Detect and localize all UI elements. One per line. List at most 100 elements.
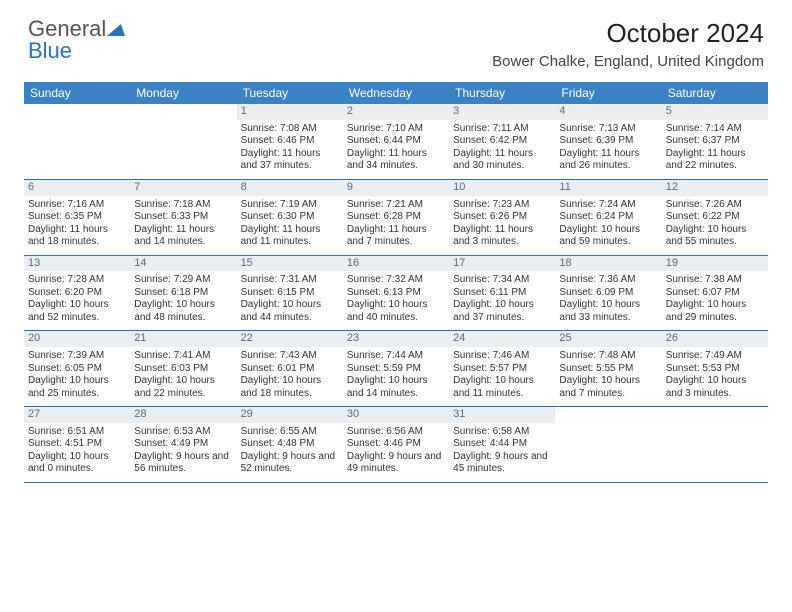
sunset-text: Sunset: 6:15 PM — [241, 287, 339, 300]
day-number: 1 — [237, 104, 343, 120]
calendar-body: 1Sunrise: 7:08 AMSunset: 6:46 PMDaylight… — [24, 104, 768, 483]
day-cell: 6Sunrise: 7:16 AMSunset: 6:35 PMDaylight… — [24, 180, 130, 255]
daylight-text: Daylight: 11 hours and 18 minutes. — [28, 224, 126, 249]
daylight-text: Daylight: 10 hours and 40 minutes. — [347, 299, 445, 324]
sunset-text: Sunset: 5:55 PM — [559, 363, 657, 376]
day-number: 19 — [662, 256, 768, 272]
sunset-text: Sunset: 6:01 PM — [241, 363, 339, 376]
daylight-text: Daylight: 10 hours and 18 minutes. — [241, 375, 339, 400]
day-number: 26 — [662, 331, 768, 347]
sunrise-text: Sunrise: 7:19 AM — [241, 199, 339, 212]
daylight-text: Daylight: 11 hours and 7 minutes. — [347, 224, 445, 249]
day-label: Saturday — [662, 82, 768, 104]
title-block: October 2024 Bower Chalke, England, Unit… — [492, 18, 764, 70]
sunset-text: Sunset: 6:05 PM — [28, 363, 126, 376]
day-cell: 21Sunrise: 7:41 AMSunset: 6:03 PMDayligh… — [130, 331, 236, 406]
daylight-text: Daylight: 10 hours and 33 minutes. — [559, 299, 657, 324]
day-number: 28 — [130, 407, 236, 423]
sunrise-text: Sunrise: 7:44 AM — [347, 350, 445, 363]
sunrise-text: Sunrise: 7:11 AM — [453, 123, 551, 136]
day-number: 21 — [130, 331, 236, 347]
daylight-text: Daylight: 11 hours and 11 minutes. — [241, 224, 339, 249]
daylight-text: Daylight: 10 hours and 59 minutes. — [559, 224, 657, 249]
day-number: 2 — [343, 104, 449, 120]
daylight-text: Daylight: 10 hours and 14 minutes. — [347, 375, 445, 400]
day-cell: 2Sunrise: 7:10 AMSunset: 6:44 PMDaylight… — [343, 104, 449, 179]
calendar: Sunday Monday Tuesday Wednesday Thursday… — [24, 82, 768, 483]
daylight-text: Daylight: 11 hours and 37 minutes. — [241, 148, 339, 173]
week-row: 13Sunrise: 7:28 AMSunset: 6:20 PMDayligh… — [24, 256, 768, 332]
sunrise-text: Sunrise: 7:28 AM — [28, 274, 126, 287]
day-label: Wednesday — [343, 82, 449, 104]
daylight-text: Daylight: 10 hours and 55 minutes. — [666, 224, 764, 249]
sunrise-text: Sunrise: 7:48 AM — [559, 350, 657, 363]
day-cell: 24Sunrise: 7:46 AMSunset: 5:57 PMDayligh… — [449, 331, 555, 406]
week-row: 1Sunrise: 7:08 AMSunset: 6:46 PMDaylight… — [24, 104, 768, 180]
sunrise-text: Sunrise: 7:31 AM — [241, 274, 339, 287]
sunrise-text: Sunrise: 7:34 AM — [453, 274, 551, 287]
day-number: 20 — [24, 331, 130, 347]
day-header-row: Sunday Monday Tuesday Wednesday Thursday… — [24, 82, 768, 104]
day-cell — [130, 104, 236, 179]
day-number: 9 — [343, 180, 449, 196]
page-title: October 2024 — [492, 18, 764, 49]
sunset-text: Sunset: 6:42 PM — [453, 135, 551, 148]
day-cell: 28Sunrise: 6:53 AMSunset: 4:49 PMDayligh… — [130, 407, 236, 482]
day-number: 22 — [237, 331, 343, 347]
sunset-text: Sunset: 6:44 PM — [347, 135, 445, 148]
day-cell: 30Sunrise: 6:56 AMSunset: 4:46 PMDayligh… — [343, 407, 449, 482]
week-row: 27Sunrise: 6:51 AMSunset: 4:51 PMDayligh… — [24, 407, 768, 483]
daylight-text: Daylight: 11 hours and 30 minutes. — [453, 148, 551, 173]
sunrise-text: Sunrise: 7:13 AM — [559, 123, 657, 136]
daylight-text: Daylight: 10 hours and 48 minutes. — [134, 299, 232, 324]
daylight-text: Daylight: 9 hours and 52 minutes. — [241, 451, 339, 476]
day-number: 8 — [237, 180, 343, 196]
day-cell — [24, 104, 130, 179]
sunset-text: Sunset: 6:03 PM — [134, 363, 232, 376]
week-row: 20Sunrise: 7:39 AMSunset: 6:05 PMDayligh… — [24, 331, 768, 407]
day-number: 30 — [343, 407, 449, 423]
daylight-text: Daylight: 11 hours and 34 minutes. — [347, 148, 445, 173]
daylight-text: Daylight: 10 hours and 29 minutes. — [666, 299, 764, 324]
day-cell: 29Sunrise: 6:55 AMSunset: 4:48 PMDayligh… — [237, 407, 343, 482]
day-cell: 19Sunrise: 7:38 AMSunset: 6:07 PMDayligh… — [662, 256, 768, 331]
day-cell: 4Sunrise: 7:13 AMSunset: 6:39 PMDaylight… — [555, 104, 661, 179]
sunset-text: Sunset: 6:33 PM — [134, 211, 232, 224]
sunset-text: Sunset: 5:53 PM — [666, 363, 764, 376]
daylight-text: Daylight: 10 hours and 3 minutes. — [666, 375, 764, 400]
day-number: 24 — [449, 331, 555, 347]
daylight-text: Daylight: 10 hours and 52 minutes. — [28, 299, 126, 324]
sunset-text: Sunset: 6:28 PM — [347, 211, 445, 224]
sunset-text: Sunset: 6:46 PM — [241, 135, 339, 148]
sunset-text: Sunset: 6:11 PM — [453, 287, 551, 300]
daylight-text: Daylight: 10 hours and 44 minutes. — [241, 299, 339, 324]
day-cell: 1Sunrise: 7:08 AMSunset: 6:46 PMDaylight… — [237, 104, 343, 179]
sunset-text: Sunset: 6:18 PM — [134, 287, 232, 300]
day-number: 18 — [555, 256, 661, 272]
daylight-text: Daylight: 10 hours and 7 minutes. — [559, 375, 657, 400]
day-number: 29 — [237, 407, 343, 423]
sunrise-text: Sunrise: 7:26 AM — [666, 199, 764, 212]
sunset-text: Sunset: 6:20 PM — [28, 287, 126, 300]
day-cell — [662, 407, 768, 482]
sunset-text: Sunset: 6:37 PM — [666, 135, 764, 148]
sunrise-text: Sunrise: 7:43 AM — [241, 350, 339, 363]
daylight-text: Daylight: 10 hours and 0 minutes. — [28, 451, 126, 476]
day-number: 3 — [449, 104, 555, 120]
logo: GeneralBlue — [28, 18, 125, 62]
sunset-text: Sunset: 4:44 PM — [453, 438, 551, 451]
day-number: 11 — [555, 180, 661, 196]
sunrise-text: Sunrise: 7:49 AM — [666, 350, 764, 363]
sunrise-text: Sunrise: 6:58 AM — [453, 426, 551, 439]
day-number: 14 — [130, 256, 236, 272]
day-number: 13 — [24, 256, 130, 272]
day-cell: 20Sunrise: 7:39 AMSunset: 6:05 PMDayligh… — [24, 331, 130, 406]
daylight-text: Daylight: 10 hours and 25 minutes. — [28, 375, 126, 400]
daylight-text: Daylight: 9 hours and 49 minutes. — [347, 451, 445, 476]
day-number: 7 — [130, 180, 236, 196]
day-cell — [555, 407, 661, 482]
day-label: Tuesday — [237, 82, 343, 104]
sunrise-text: Sunrise: 7:41 AM — [134, 350, 232, 363]
sunrise-text: Sunrise: 7:36 AM — [559, 274, 657, 287]
sunset-text: Sunset: 6:35 PM — [28, 211, 126, 224]
